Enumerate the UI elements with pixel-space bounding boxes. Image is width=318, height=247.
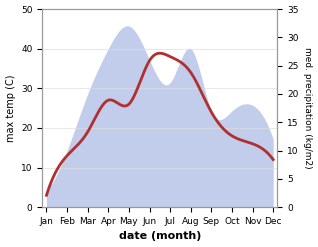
- Y-axis label: max temp (C): max temp (C): [5, 74, 16, 142]
- X-axis label: date (month): date (month): [119, 231, 201, 242]
- Y-axis label: med. precipitation (kg/m2): med. precipitation (kg/m2): [303, 47, 313, 169]
